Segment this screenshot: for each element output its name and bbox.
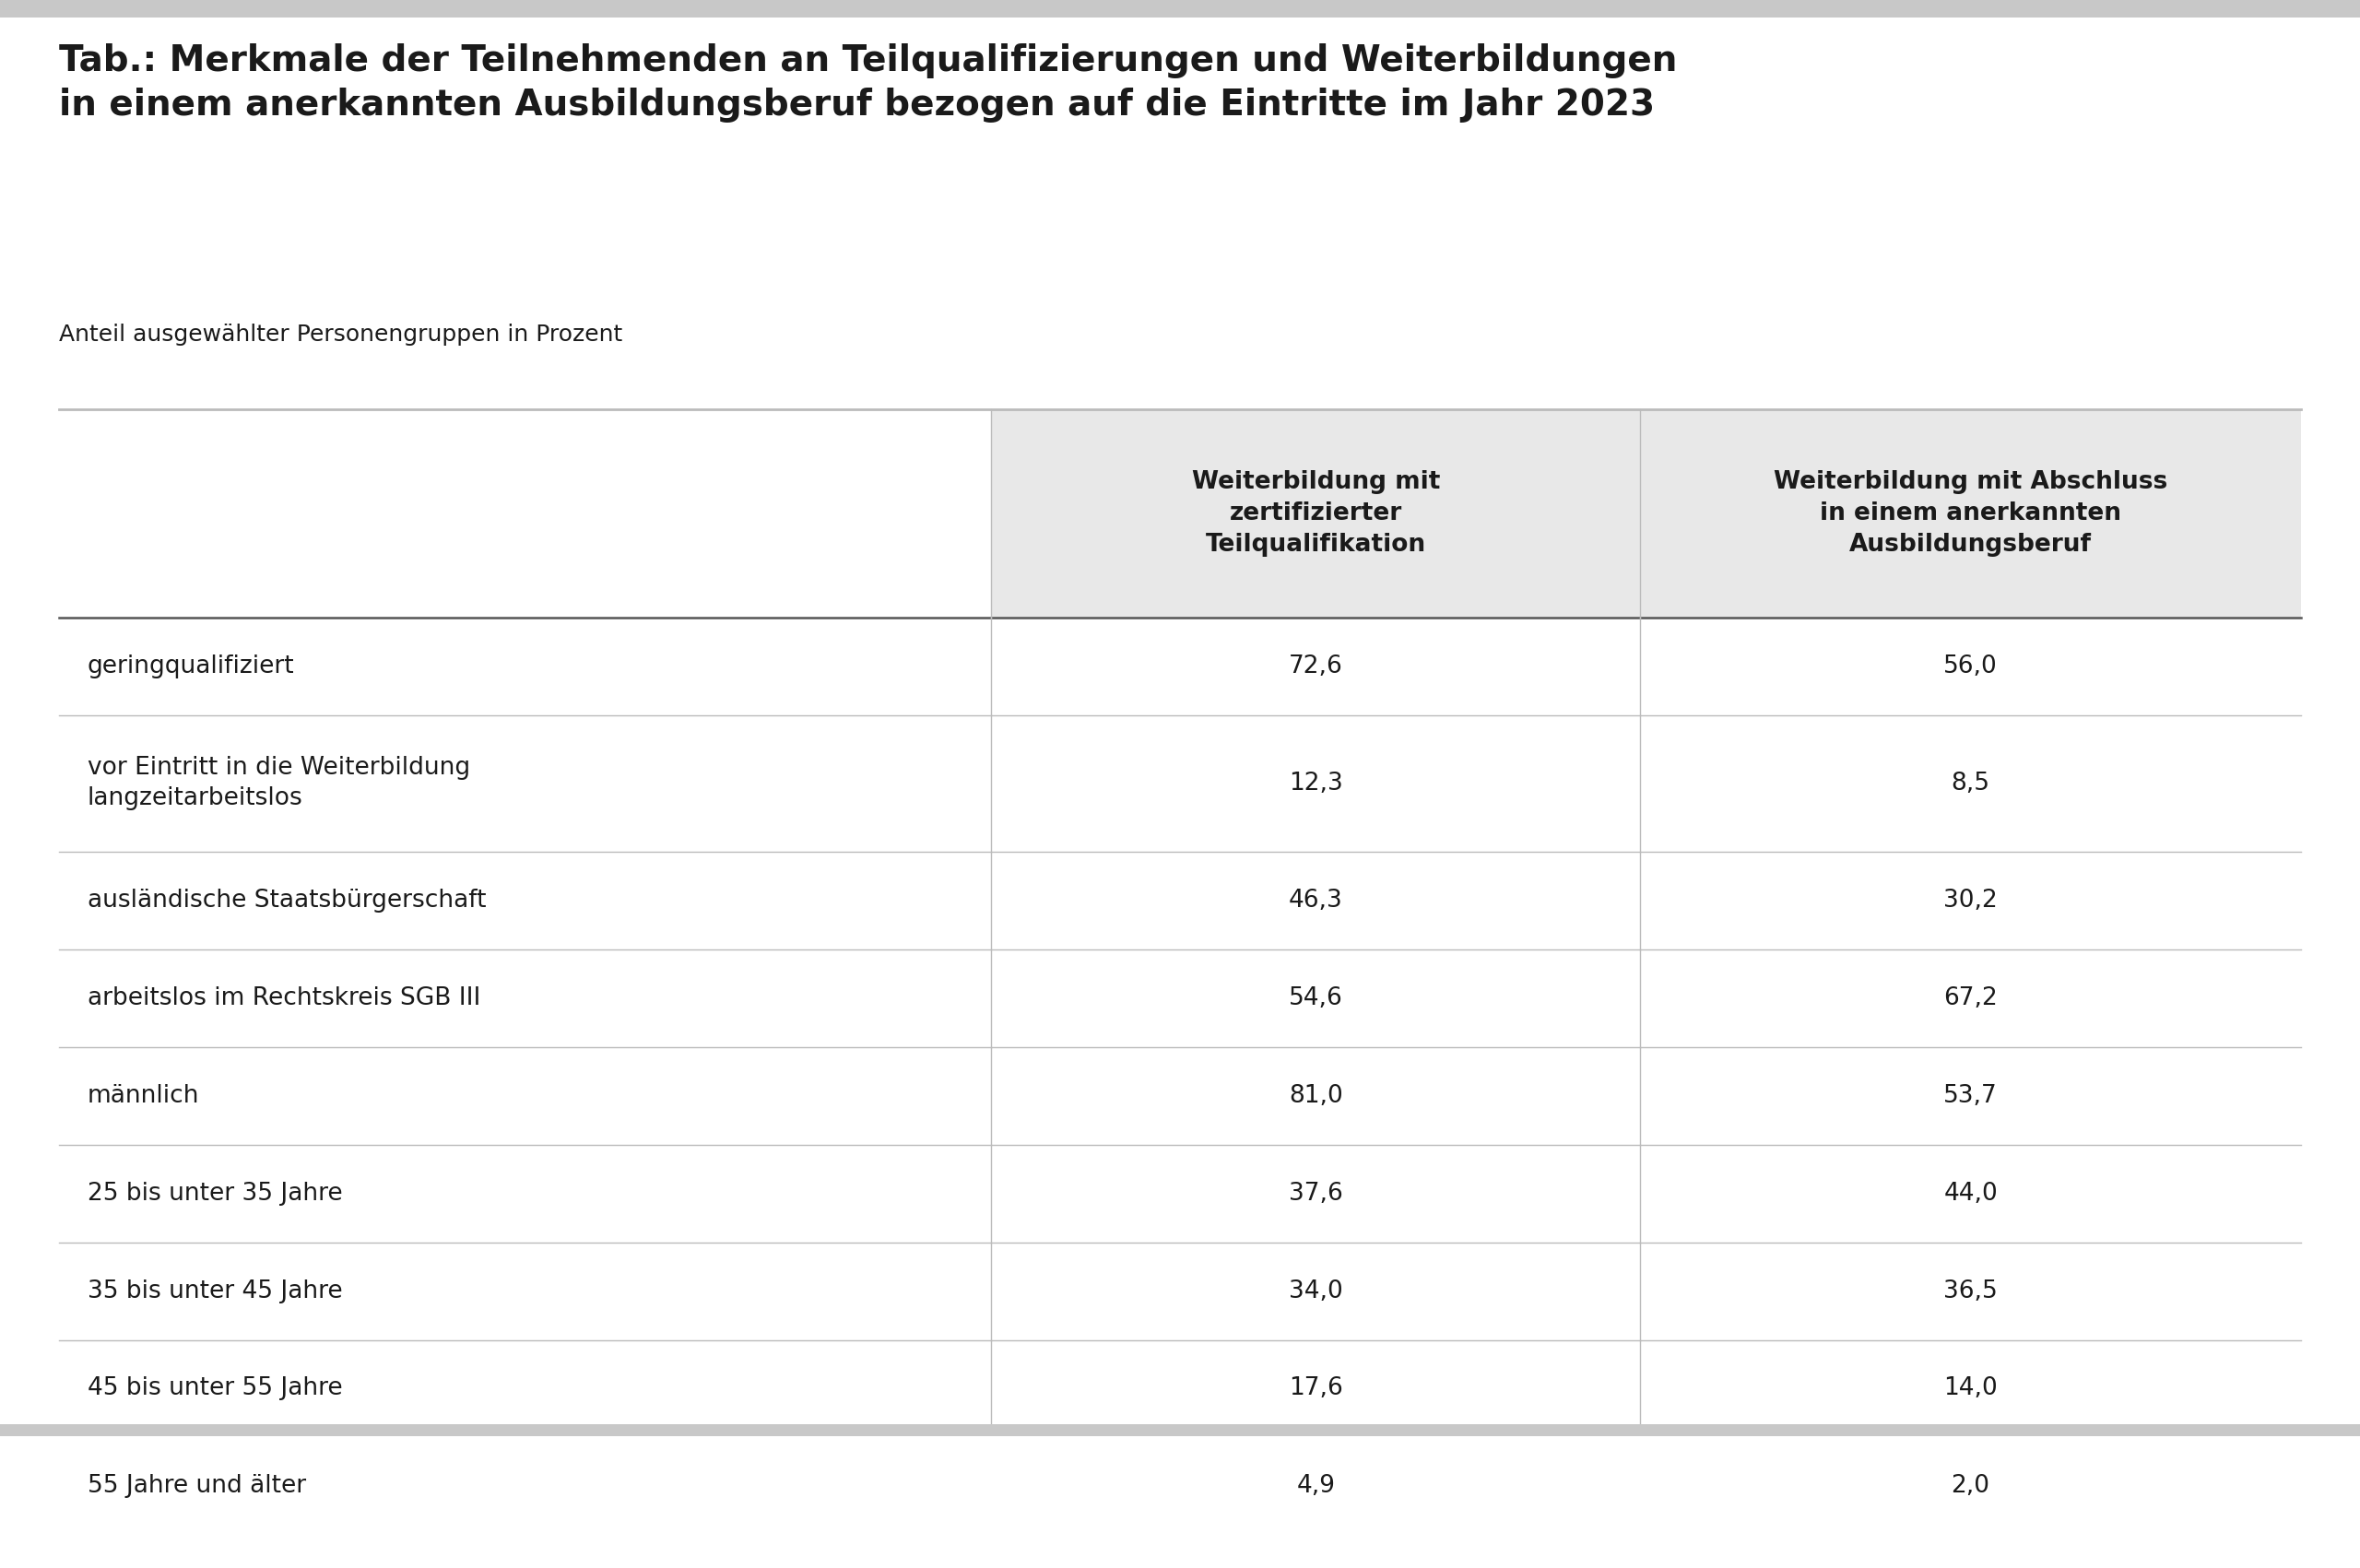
Text: 14,0: 14,0 <box>1945 1377 1997 1400</box>
Text: geringqualifiziert: geringqualifiziert <box>87 654 295 679</box>
Text: vor Eintritt in die Weiterbildung
langzeitarbeitslos: vor Eintritt in die Weiterbildung langze… <box>87 756 470 811</box>
Bar <box>991 409 2301 618</box>
Bar <box>0 0 2360 17</box>
Text: 37,6: 37,6 <box>1289 1181 1343 1206</box>
Text: 72,6: 72,6 <box>1289 654 1343 679</box>
Text: 2,0: 2,0 <box>1952 1474 1989 1499</box>
Text: männlich: männlich <box>87 1083 198 1107</box>
Text: Anteil ausgewählter Personengruppen in Prozent: Anteil ausgewählter Personengruppen in P… <box>59 323 623 345</box>
Text: 34,0: 34,0 <box>1289 1279 1343 1303</box>
Text: 67,2: 67,2 <box>1945 986 1997 1010</box>
Text: 4,9: 4,9 <box>1296 1474 1336 1499</box>
Text: 35 bis unter 45 Jahre: 35 bis unter 45 Jahre <box>87 1279 342 1303</box>
Text: 56,0: 56,0 <box>1945 654 1997 679</box>
Text: 45 bis unter 55 Jahre: 45 bis unter 55 Jahre <box>87 1377 342 1400</box>
Text: 25 bis unter 35 Jahre: 25 bis unter 35 Jahre <box>87 1181 342 1206</box>
Text: 55 Jahre und älter: 55 Jahre und älter <box>87 1474 307 1499</box>
Text: 17,6: 17,6 <box>1289 1377 1343 1400</box>
Text: Tab.: Merkmale der Teilnehmenden an Teilqualifizierungen und Weiterbildungen
in : Tab.: Merkmale der Teilnehmenden an Teil… <box>59 42 1678 122</box>
Text: Weiterbildung mit Abschluss
in einem anerkannten
Ausbildungsberuf: Weiterbildung mit Abschluss in einem ane… <box>1775 470 2166 557</box>
Text: 12,3: 12,3 <box>1289 771 1343 795</box>
Text: 8,5: 8,5 <box>1952 771 1989 795</box>
Text: arbeitslos im Rechtskreis SGB III: arbeitslos im Rechtskreis SGB III <box>87 986 481 1010</box>
Text: 81,0: 81,0 <box>1289 1083 1343 1107</box>
Text: 53,7: 53,7 <box>1945 1083 1997 1107</box>
Text: Weiterbildung mit
zertifizierter
Teilqualifikation: Weiterbildung mit zertifizierter Teilqua… <box>1192 470 1440 557</box>
Text: 54,6: 54,6 <box>1289 986 1343 1010</box>
Bar <box>0 1425 2360 1436</box>
Text: 36,5: 36,5 <box>1945 1279 1997 1303</box>
Text: 30,2: 30,2 <box>1945 889 1997 913</box>
Text: 44,0: 44,0 <box>1945 1181 1997 1206</box>
Text: ausländische Staatsbürgerschaft: ausländische Staatsbürgerschaft <box>87 889 486 913</box>
Text: 46,3: 46,3 <box>1289 889 1343 913</box>
